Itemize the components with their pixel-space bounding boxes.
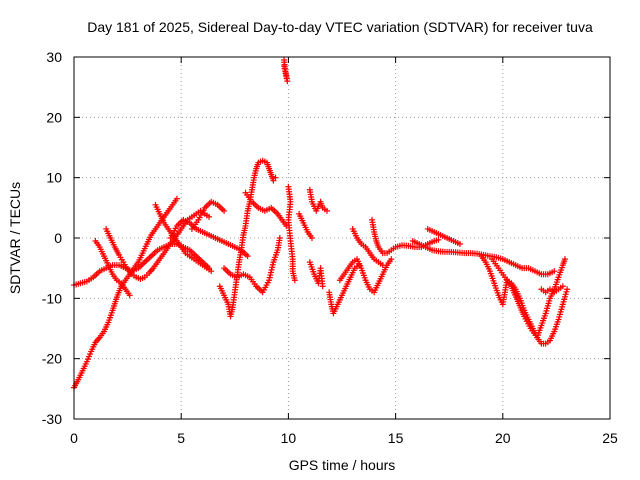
y-tick-label: -30 [42, 411, 62, 427]
y-tick-label: -20 [42, 351, 62, 367]
series-track-k [281, 57, 291, 85]
data-point [126, 292, 133, 299]
series-track-r [349, 225, 386, 269]
series-track-h [216, 157, 279, 320]
data-points [71, 57, 571, 391]
y-tick-label: 0 [54, 230, 62, 246]
x-tick-label: 10 [281, 430, 297, 446]
data-point [559, 283, 566, 290]
data-point [435, 236, 442, 243]
x-tick-label: 20 [495, 430, 511, 446]
series-track-u [424, 225, 463, 248]
series-track-l [285, 183, 298, 284]
series-track-n [306, 186, 330, 214]
data-point [319, 283, 326, 290]
y-axis-label: SDTVAR / TECUs [7, 182, 23, 294]
series-track-q [336, 256, 395, 296]
y-tick-label: 10 [46, 170, 62, 186]
x-tick-label: 5 [177, 430, 185, 446]
data-point [244, 253, 251, 260]
data-point [291, 277, 298, 284]
y-tick-label: -10 [42, 290, 62, 306]
series-track-c [92, 238, 133, 299]
data-point [281, 63, 288, 70]
data-point [323, 207, 330, 214]
series-track-t [409, 238, 558, 278]
series-track-x [538, 283, 566, 296]
x-axis-label: GPS time / hours [289, 457, 396, 473]
axis-ticks: 0 5 10 15 20 25 -30 -20 -10 0 10 20 30 [42, 49, 618, 446]
data-point [276, 235, 283, 241]
series-track-g [188, 198, 228, 232]
x-tick-label: 15 [388, 430, 404, 446]
y-tick-label: 20 [46, 109, 62, 125]
series-track-d [103, 207, 213, 283]
chart-title: Day 181 of 2025, Sidereal Day-to-day VTE… [87, 19, 593, 35]
data-point [551, 268, 558, 275]
data-point [208, 268, 215, 275]
data-point [173, 195, 180, 202]
x-tick-label: 0 [70, 430, 78, 446]
series-track-o [306, 259, 326, 290]
series-track-j [242, 189, 290, 229]
series-track-w [489, 256, 568, 341]
series-track-i [221, 235, 283, 296]
data-point [388, 256, 395, 263]
series-track-v [478, 253, 571, 347]
series-track-e [152, 201, 215, 275]
x-tick-label: 25 [602, 430, 618, 446]
series-track-s [369, 216, 442, 257]
series-track-m [296, 210, 315, 241]
data-point [379, 262, 386, 269]
data-point [561, 256, 568, 263]
data-point [456, 241, 463, 248]
data-point [272, 174, 279, 181]
data-point [206, 213, 213, 220]
y-tick-label: 30 [46, 49, 62, 65]
data-point [564, 286, 571, 293]
data-point [270, 177, 277, 184]
data-point [221, 207, 228, 214]
data-point [308, 235, 315, 241]
